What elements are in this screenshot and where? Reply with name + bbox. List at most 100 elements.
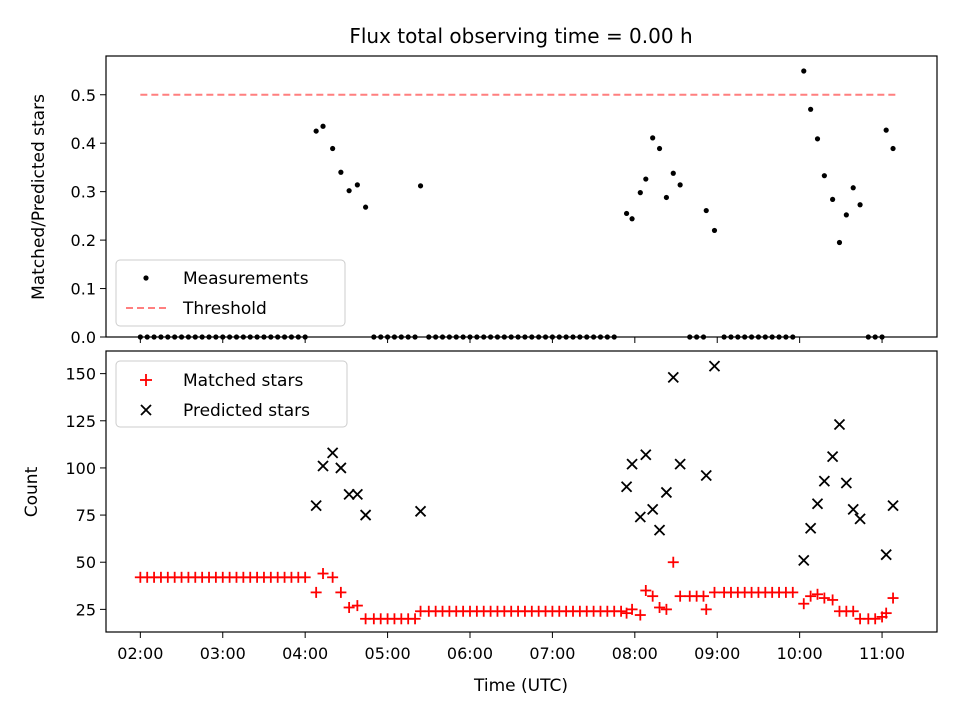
matched-stars-point [827,594,839,606]
matched-stars-point [887,592,899,604]
measurement-point [808,106,814,112]
y-tick-label: 0.2 [71,231,96,250]
predicted-stars-point [833,418,846,431]
matched-stars-point [327,571,339,583]
predicted-stars-point [840,477,852,489]
matched-stars-point [700,603,712,615]
matched-stars-point [654,601,666,613]
y-tick-label: 100 [65,459,96,478]
measurement-point [890,145,896,152]
predicted-stars-point [700,469,712,482]
measurement-point [830,196,836,203]
matched-stars-point [351,600,363,612]
matched-stars-point [674,590,686,602]
matched-stars-point [660,603,672,615]
predicted-stars-point [335,462,347,474]
matched-stars-point [335,586,347,598]
top-panel: Flux total observing time = 0.00 h Match… [29,24,938,347]
top-axes-frame [105,55,938,338]
measurement-point [417,183,424,189]
matched-stars-point [818,592,830,604]
measurement-point [850,185,856,191]
x-tick-label: 07:00 [529,644,575,663]
bottom-legend: Matched stars Predicted stars [115,360,348,428]
legend-matched-label: Matched stars [183,371,303,391]
matched-stars-point [812,588,824,600]
legend-matched-marker [140,374,152,386]
measurement-point [650,135,656,141]
predicted-stars-point [626,458,638,470]
y-tick-label: 25 [76,600,96,619]
predicted-stars-point [343,488,355,500]
bottom-legend-box [115,360,348,428]
matched-stars-point [640,585,652,597]
top-y-ticks: 0.0 0.1 0.2 0.3 0.4 0.5 [71,86,106,347]
y-tick-label: 50 [76,553,96,572]
matched-stars-point [626,603,638,615]
top-plot-marks [137,68,896,340]
measurement-point [670,170,676,176]
measurement-point [677,182,683,188]
measurement-point [338,169,344,175]
matched-stars-point [343,601,355,613]
measurement-point [643,176,649,182]
measurement-point [883,127,889,133]
predicted-stars-point [653,524,666,536]
predicted-stars-point [826,450,839,463]
measurement-point [330,145,336,152]
x-tick-label: 03:00 [200,644,246,663]
chart-title: Flux total observing time = 0.00 h [349,24,692,48]
measurement-point [320,123,326,129]
y-tick-label: 125 [65,412,96,431]
measurement-point [656,145,663,152]
matched-stars-point [697,590,709,602]
y-tick-label: 0.0 [71,328,96,347]
matched-stars-point [869,613,881,625]
predicted-stars-point [326,447,339,459]
measurement-point [637,190,643,196]
predicted-stars-point [798,554,810,566]
measurement-point [663,194,670,201]
predicted-stars-point [887,500,899,512]
x-axis-label: Time (UTC) [473,676,568,696]
measurement-point [623,210,630,217]
measurement-point [346,188,352,194]
matched-stars-point [310,586,322,598]
y-tick-label: 0.5 [71,86,96,105]
x-tick-label: 04:00 [282,644,328,663]
predicted-stars-point [804,522,817,534]
matched-stars-point [787,586,799,598]
bottom-plot-marks [134,360,899,625]
legend-measurements-marker [143,275,149,281]
predicted-stars-point [640,449,652,461]
matched-stars-point [647,590,659,602]
predicted-stars-point [634,511,646,523]
predicted-stars-point [708,360,721,372]
matched-stars-point [847,605,859,617]
y-tick-label: 0.3 [71,183,96,202]
top-legend-box [115,259,346,327]
matched-stars-point [409,613,421,625]
legend-predicted-label: Predicted stars [183,401,310,421]
x-tick-label: 10:00 [777,644,823,663]
bottom-x-ticks: 02:00 03:00 04:00 05:00 06:00 07:00 08:00 09:00… [117,632,905,663]
legend-threshold-label: Threshold [182,299,267,319]
predicted-stars-point [880,549,892,561]
matched-stars-point [615,605,627,617]
matched-stars-point [880,607,892,619]
measurement-point [629,216,635,222]
measurement-point [857,202,863,208]
legend-predicted-marker [140,404,152,416]
predicted-stars-point [310,500,322,512]
measurement-point [821,173,827,179]
measurement-point [843,212,849,218]
y-tick-label: 0.1 [71,280,96,299]
predicted-stars-point [667,371,679,384]
bottom-y-axis-label: Count [22,466,42,517]
predicted-stars-point [414,505,427,517]
x-tick-label: 08:00 [612,644,658,663]
legend-measurements-label: Measurements [183,269,309,289]
x-tick-label: 05:00 [365,644,411,663]
